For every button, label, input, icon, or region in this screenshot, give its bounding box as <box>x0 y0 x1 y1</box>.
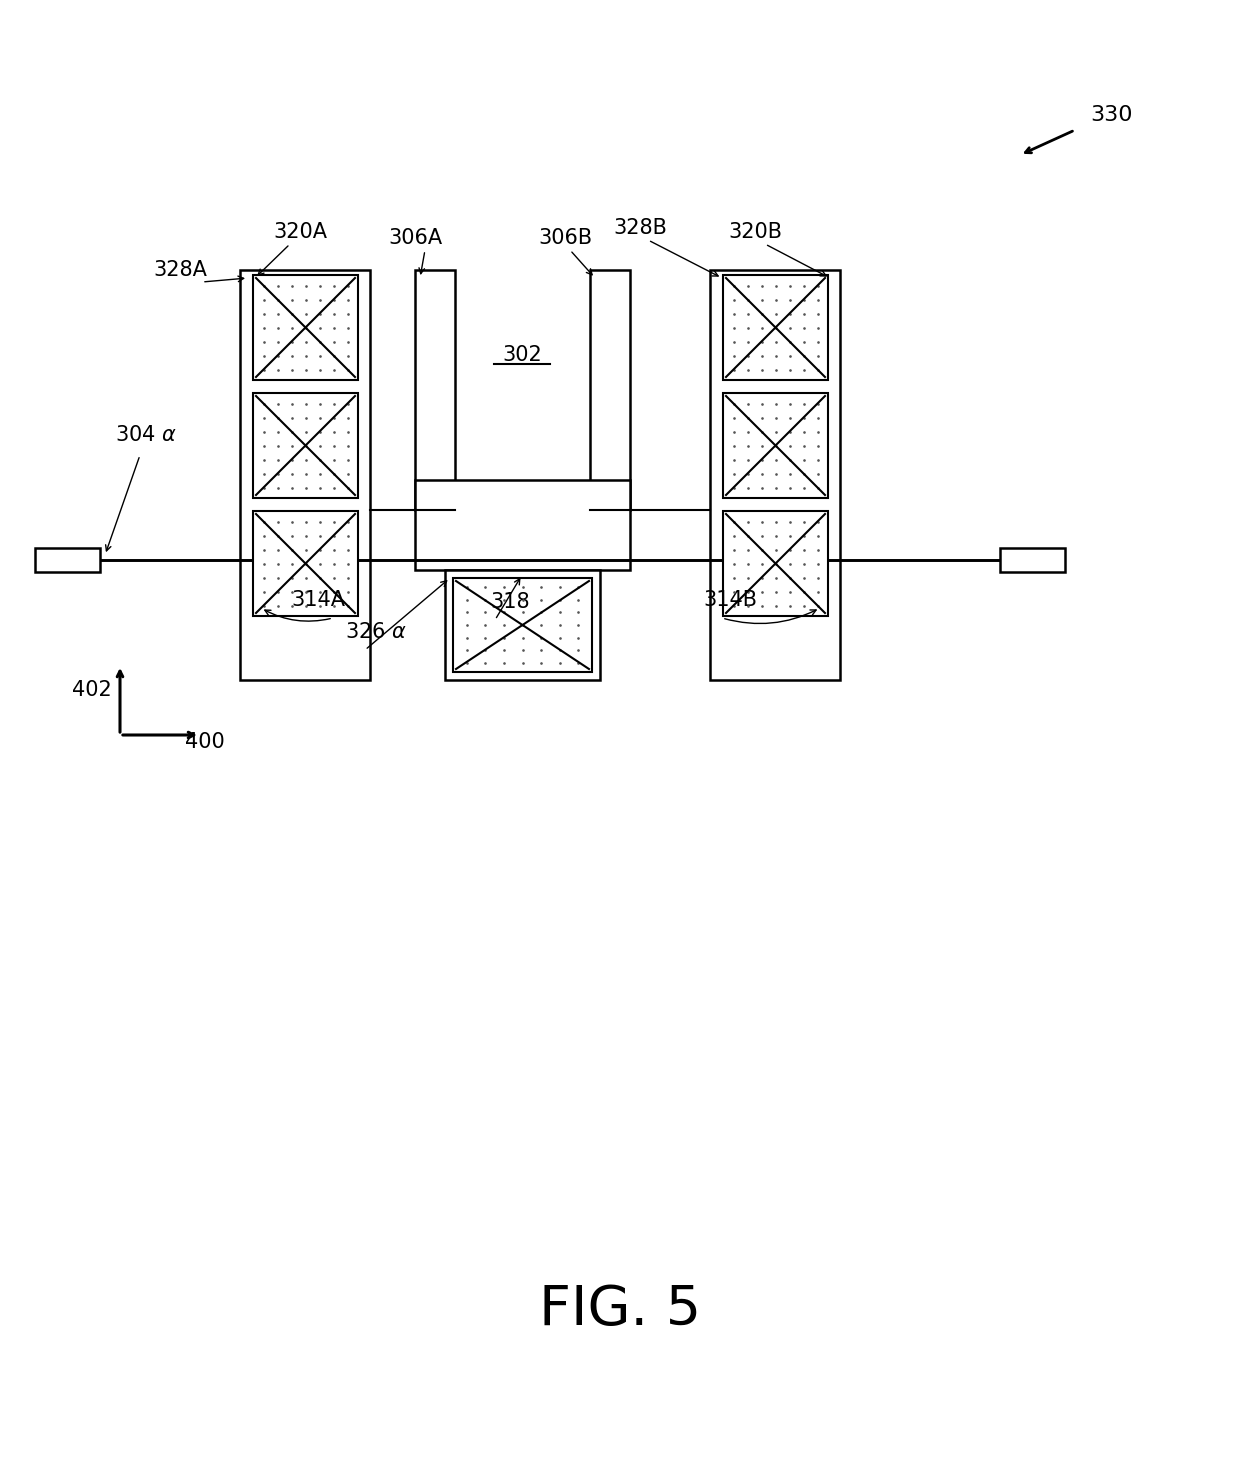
Bar <box>253 511 358 616</box>
Bar <box>445 569 600 679</box>
Bar <box>241 269 370 679</box>
Text: 328B: 328B <box>613 218 667 239</box>
Bar <box>35 548 100 572</box>
Bar <box>453 578 591 672</box>
Bar <box>723 275 828 381</box>
Text: 402: 402 <box>72 679 112 700</box>
Text: 330: 330 <box>1090 105 1132 124</box>
Text: 318: 318 <box>490 591 529 612</box>
Bar <box>999 548 1065 572</box>
Text: 314B: 314B <box>703 590 756 610</box>
Text: 302: 302 <box>502 346 542 365</box>
Text: FIG. 5: FIG. 5 <box>539 1282 701 1337</box>
Text: 328A: 328A <box>153 261 207 280</box>
Text: 400: 400 <box>185 732 224 752</box>
Bar <box>723 392 828 498</box>
Text: 320A: 320A <box>273 223 327 242</box>
Bar <box>590 269 630 509</box>
Text: 306A: 306A <box>388 228 443 247</box>
Text: 320B: 320B <box>728 223 782 242</box>
Bar <box>253 392 358 498</box>
Text: 306B: 306B <box>538 228 591 247</box>
Bar <box>723 511 828 616</box>
Text: 314A: 314A <box>291 590 345 610</box>
Text: 304 $\alpha$: 304 $\alpha$ <box>115 425 177 445</box>
Bar <box>253 275 358 381</box>
Text: 326 $\alpha$: 326 $\alpha$ <box>345 622 407 643</box>
Bar <box>711 269 839 679</box>
Bar <box>415 269 455 509</box>
Bar <box>415 480 630 569</box>
